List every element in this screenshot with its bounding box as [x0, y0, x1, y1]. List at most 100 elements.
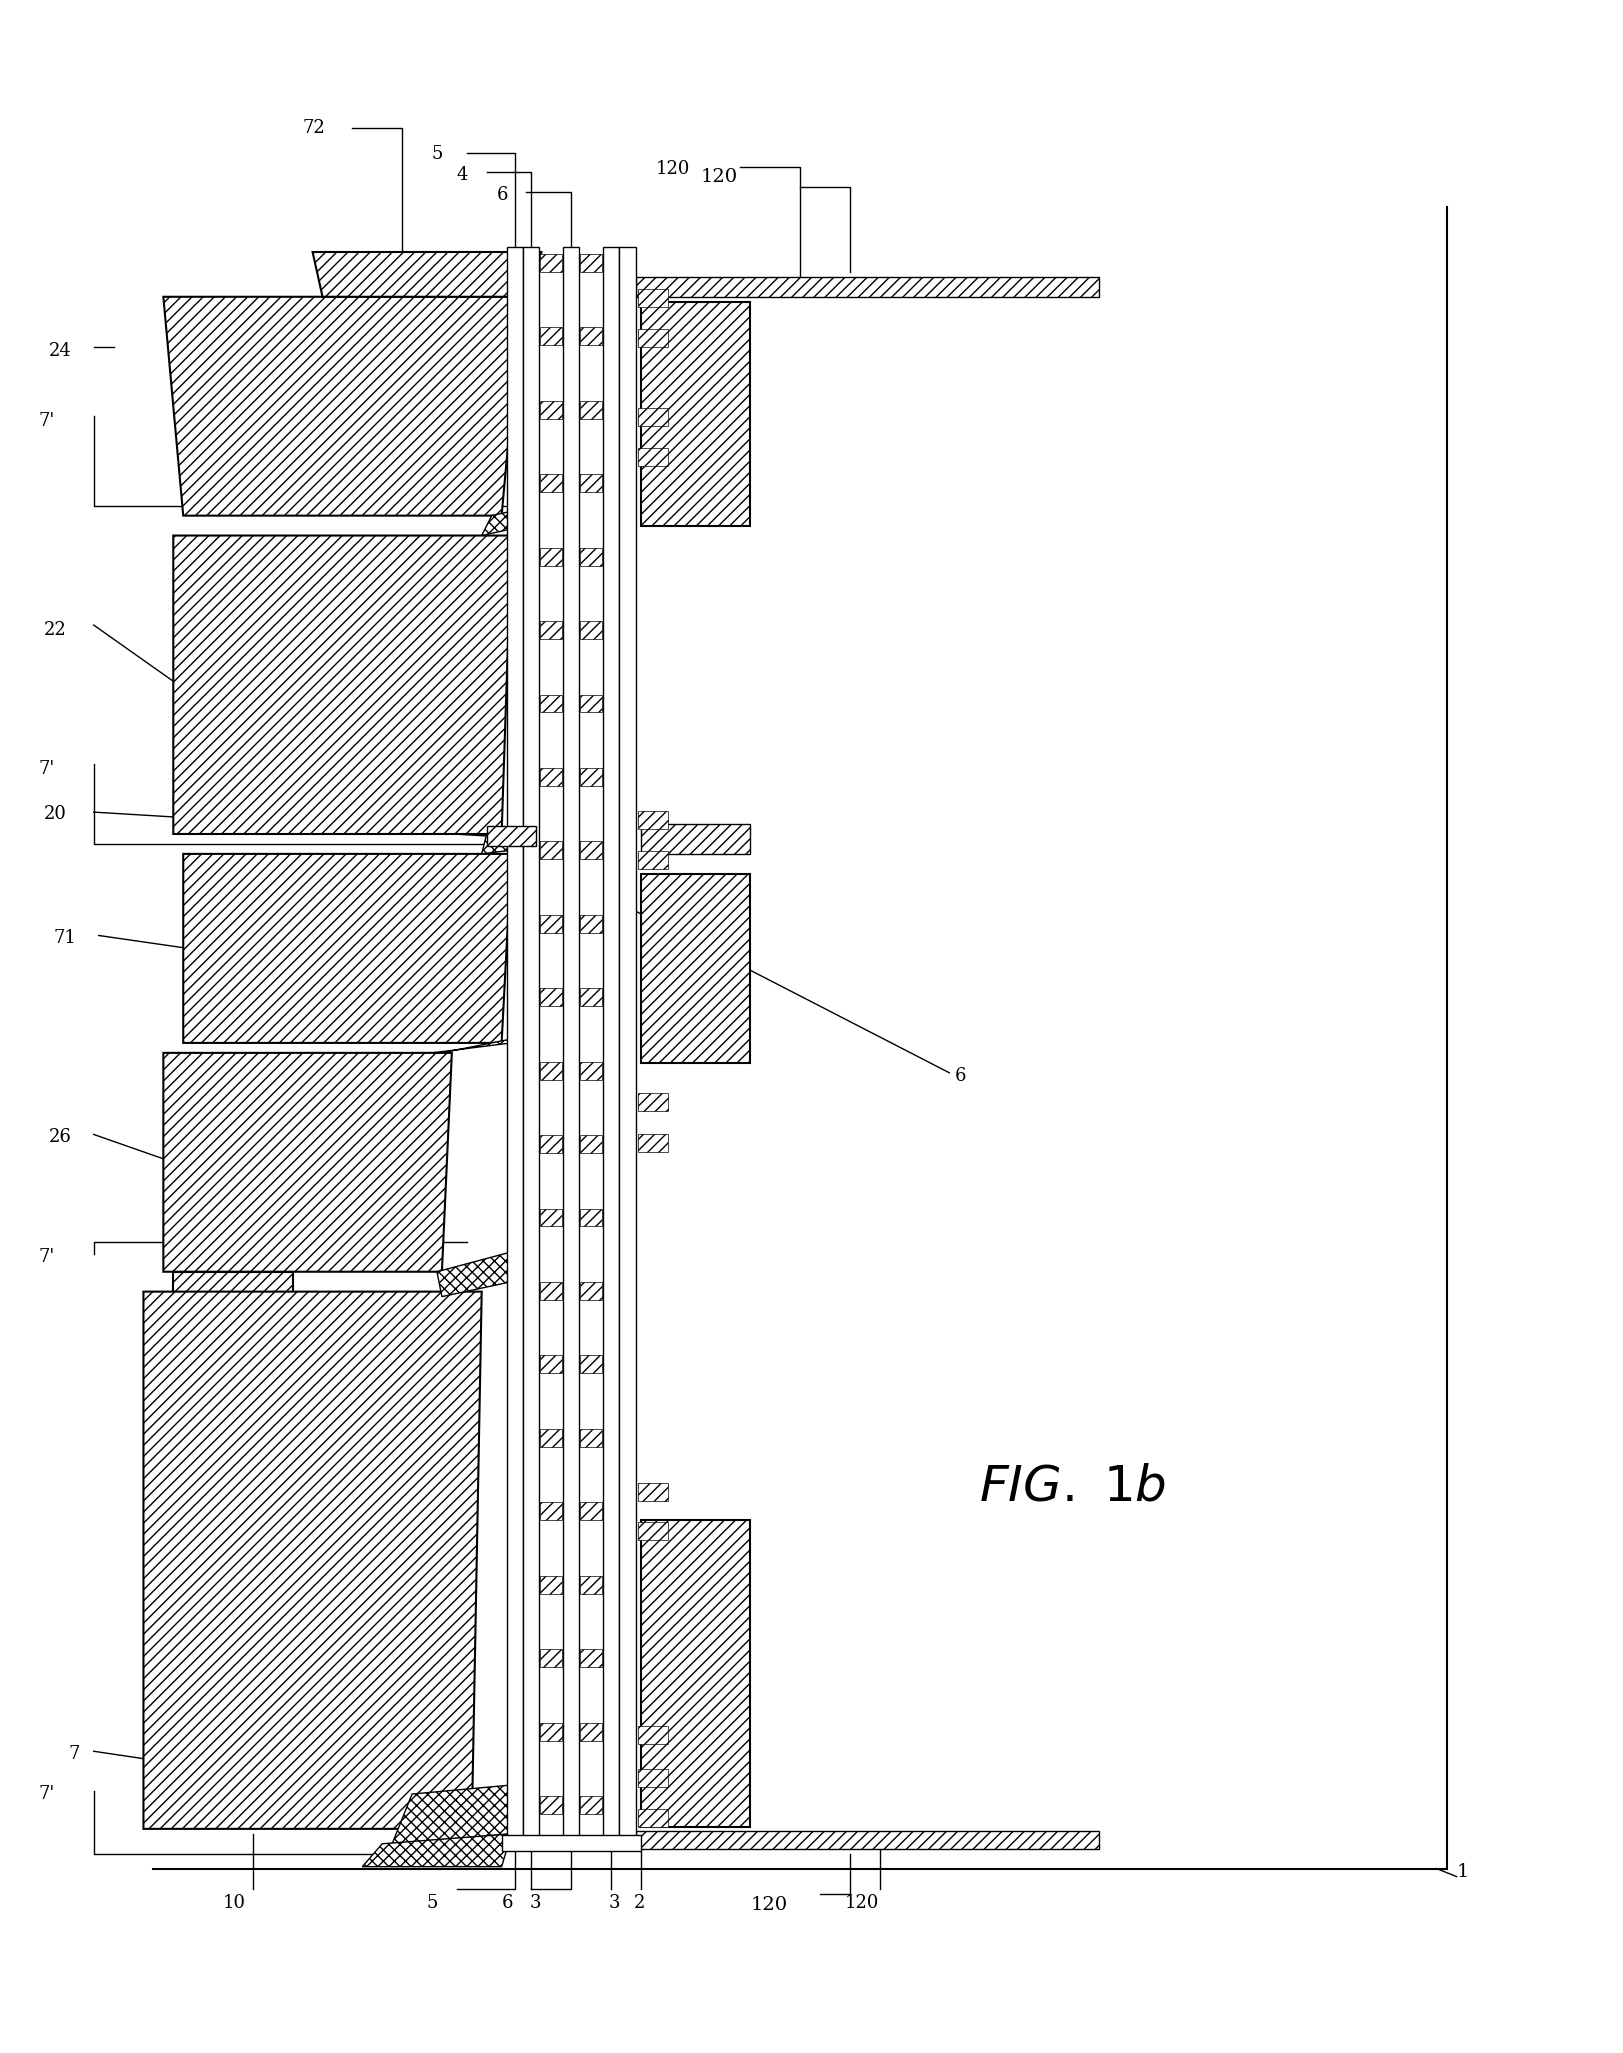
Bar: [506, 246, 524, 1839]
Text: 5: 5: [432, 146, 443, 164]
Bar: [579, 1649, 602, 1667]
Bar: [638, 1092, 667, 1111]
Bar: [540, 400, 562, 419]
Text: 6: 6: [954, 1068, 966, 1084]
Text: 20: 20: [44, 805, 67, 823]
Bar: [579, 1135, 602, 1154]
Bar: [636, 277, 1099, 298]
Text: 26: 26: [49, 1129, 71, 1146]
Text: 7': 7': [39, 1784, 55, 1803]
Bar: [579, 916, 602, 932]
Bar: [579, 548, 602, 567]
Bar: [638, 850, 667, 868]
Text: 72: 72: [302, 119, 325, 138]
Bar: [579, 1061, 602, 1080]
Polygon shape: [362, 1833, 511, 1866]
Bar: [638, 1523, 667, 1540]
Text: 3: 3: [609, 1895, 620, 1913]
Bar: [638, 1770, 667, 1786]
Text: 6: 6: [497, 187, 508, 203]
Bar: [540, 1355, 562, 1373]
Bar: [579, 622, 602, 638]
Text: 4: 4: [456, 166, 467, 185]
Bar: [579, 842, 602, 860]
Bar: [540, 1281, 562, 1300]
Bar: [638, 448, 667, 466]
Bar: [579, 1722, 602, 1741]
Bar: [579, 987, 602, 1006]
Bar: [579, 768, 602, 786]
Bar: [540, 1503, 562, 1519]
Bar: [540, 1429, 562, 1447]
Polygon shape: [183, 854, 511, 1043]
Bar: [540, 1135, 562, 1154]
Text: 7': 7': [39, 760, 55, 778]
Bar: [524, 246, 539, 1839]
Bar: [579, 1281, 602, 1300]
Text: 3: 3: [529, 1895, 540, 1913]
Bar: [618, 246, 636, 1839]
Bar: [540, 548, 562, 567]
Bar: [579, 1209, 602, 1226]
Bar: [540, 842, 562, 860]
Bar: [638, 1727, 667, 1745]
Polygon shape: [432, 1039, 516, 1053]
Text: 120: 120: [701, 168, 738, 187]
Text: 120: 120: [750, 1897, 787, 1915]
Bar: [540, 694, 562, 712]
Bar: [540, 622, 562, 638]
Bar: [579, 1796, 602, 1815]
Bar: [604, 246, 618, 1839]
Bar: [487, 825, 537, 846]
Text: 7': 7': [39, 413, 55, 429]
Bar: [638, 409, 667, 427]
Bar: [641, 302, 750, 526]
Bar: [579, 694, 602, 712]
Bar: [579, 326, 602, 345]
Bar: [579, 400, 602, 419]
Bar: [638, 811, 667, 829]
Bar: [540, 1649, 562, 1667]
Bar: [579, 1503, 602, 1519]
Text: 7: 7: [68, 1745, 80, 1764]
Polygon shape: [164, 1053, 451, 1271]
Text: 120: 120: [846, 1895, 880, 1913]
Text: 71: 71: [54, 930, 76, 946]
Bar: [579, 1355, 602, 1373]
Bar: [540, 1722, 562, 1741]
Bar: [641, 1521, 750, 1827]
Text: 6: 6: [502, 1895, 513, 1913]
Bar: [540, 1061, 562, 1080]
Polygon shape: [174, 536, 511, 834]
Bar: [579, 1577, 602, 1593]
Bar: [579, 255, 602, 271]
Bar: [540, 768, 562, 786]
Bar: [540, 1209, 562, 1226]
Bar: [540, 255, 562, 271]
Text: 10: 10: [222, 1895, 247, 1913]
Polygon shape: [482, 829, 526, 854]
Text: $FIG.\ 1b$: $FIG.\ 1b$: [979, 1462, 1167, 1511]
Polygon shape: [393, 1784, 521, 1844]
Bar: [638, 1482, 667, 1501]
Text: 5: 5: [427, 1895, 438, 1913]
Bar: [579, 474, 602, 493]
Bar: [540, 916, 562, 932]
Bar: [641, 875, 750, 1063]
Bar: [636, 1831, 1099, 1850]
Polygon shape: [482, 505, 537, 536]
Bar: [638, 328, 667, 347]
Bar: [540, 1577, 562, 1593]
Text: 2: 2: [635, 1895, 646, 1913]
Polygon shape: [313, 253, 542, 298]
Polygon shape: [437, 1252, 511, 1297]
Bar: [540, 474, 562, 493]
Bar: [540, 326, 562, 345]
Text: 24: 24: [49, 343, 71, 361]
Bar: [638, 289, 667, 306]
Bar: [502, 1835, 641, 1850]
Text: 22: 22: [44, 620, 67, 638]
Bar: [563, 246, 579, 1839]
Polygon shape: [164, 298, 521, 515]
Bar: [540, 987, 562, 1006]
